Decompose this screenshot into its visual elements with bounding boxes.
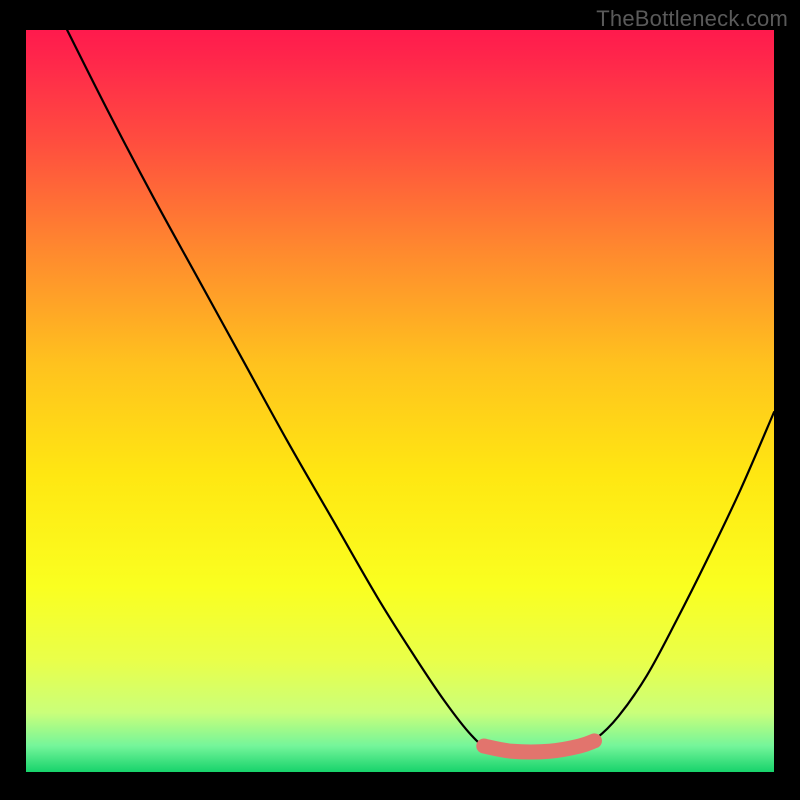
chart-frame: TheBottleneck.com	[0, 0, 800, 800]
bottleneck-curve	[67, 30, 774, 750]
optimal-range-highlight	[484, 741, 595, 752]
watermark-text: TheBottleneck.com	[596, 6, 788, 32]
curve-layer	[26, 30, 774, 772]
